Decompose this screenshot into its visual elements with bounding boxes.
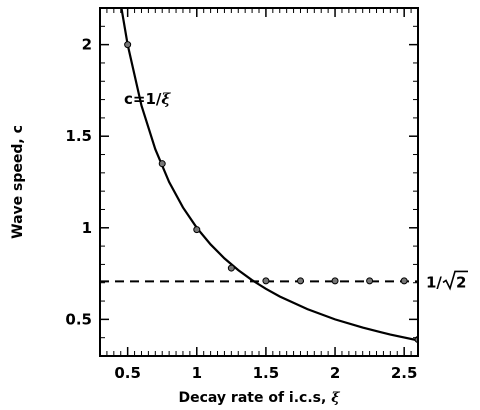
plot-frame [99,7,419,357]
data-point [262,277,270,285]
x-tick-label: 1 [192,364,202,382]
x-tick-label: 2.5 [391,364,418,382]
x-tick-label: 0.5 [114,364,141,382]
sqrt-symbol [442,270,468,291]
data-point [331,277,339,285]
y-tick-label: 2 [82,36,92,54]
data-point [366,277,374,285]
reference-line-label-radicand: 2 [456,273,466,291]
data-point [124,41,132,49]
data-point [193,226,201,234]
axis-tick-labels: 0.5 1 1.5 2 2.5 0.5 1 1.5 2 [65,36,417,382]
x-tick-label: 1.5 [253,364,280,382]
y-tick-label: 0.5 [65,310,92,328]
reference-line-annotation: 1/ 2 [426,270,468,291]
reference-line-label-prefix: 1/ [426,273,442,291]
x-axis-label: Decay rate of i.c.s, ξ [179,390,341,406]
data-point [158,160,166,168]
y-tick-label: 1 [82,219,92,237]
data-point [227,264,235,272]
data-point [400,277,408,285]
series-curve [120,8,418,342]
x-tick-label: 2 [330,364,340,382]
plot-content [100,8,418,344]
axis-ticks [100,7,419,357]
data-point [296,277,304,285]
curve-annotation: c=1/ξ [124,90,171,108]
y-axis-label: Wave speed, c [10,125,26,239]
y-tick-label: 1.5 [65,127,92,145]
